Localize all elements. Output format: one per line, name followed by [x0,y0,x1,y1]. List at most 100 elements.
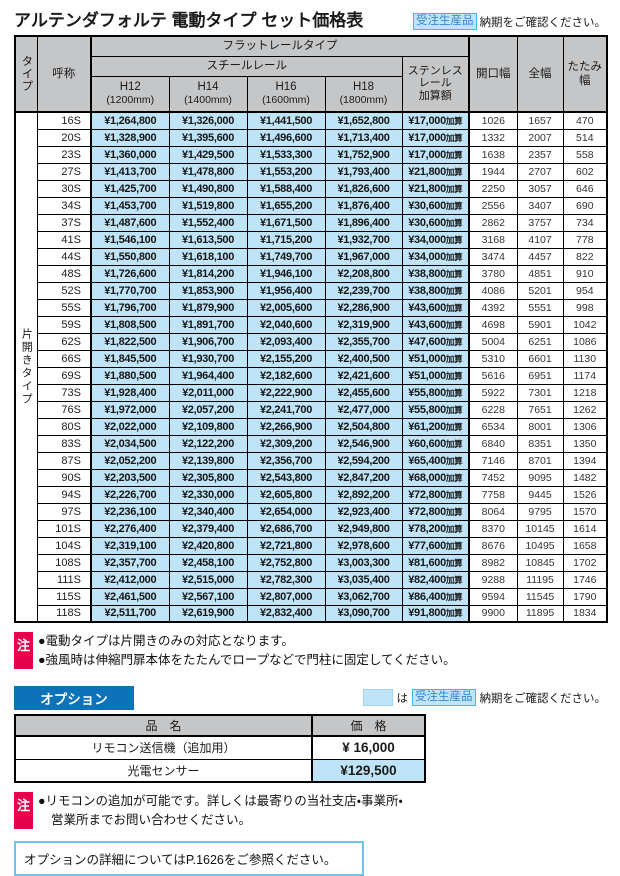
price-value-h12: ¥1,972,000 [90,400,170,419]
col-header-h16: H16 (1600mm) [246,75,326,113]
price-row: 108S ¥2,357,700 ¥2,458,100 ¥2,752,800 ¥3,003… [15,553,608,572]
total-width-value: 7301 [516,383,564,402]
total-width-value: 2007 [516,128,564,147]
price-value-h16: ¥1,655,200 [246,196,326,215]
price-value-h18: ¥2,892,200 [324,485,403,504]
price-row: 69S ¥1,880,500 ¥1,964,400 ¥2,182,600 ¥2,421,… [15,366,608,385]
price-value-h12: ¥2,412,000 [90,570,170,589]
price-value-h16: ¥2,605,800 [246,485,326,504]
price-value-h16: ¥2,721,800 [246,536,326,555]
size-name: 108S [36,553,92,572]
price-value-h14: ¥2,340,400 [168,502,248,521]
opening-width-value: 8676 [468,536,518,555]
price-value-h16: ¥2,241,700 [246,400,326,419]
kasan-suffix: 加算 [445,217,463,228]
folded-width-value: 1482 [562,468,608,487]
opening-width-value: 4392 [468,298,518,317]
opening-width-value: 1638 [468,145,518,164]
kasan-suffix: 加算 [445,132,463,143]
price-value-h16: ¥2,356,700 [246,451,326,470]
folded-width-value: 1306 [562,417,608,436]
folded-width-value: 1218 [562,383,608,402]
total-width-value: 3057 [516,179,564,198]
price-value-h12: ¥2,022,000 [90,417,170,436]
stainless-addition-value: ¥17,000加算 [401,111,471,130]
folded-width-value: 1702 [562,553,608,572]
price-row: 34S ¥1,453,700 ¥1,519,800 ¥1,655,200 ¥1,876,… [15,196,608,215]
price-value-h16: ¥1,956,400 [246,281,326,300]
price-row: 118S ¥2,511,700 ¥2,619,900 ¥2,832,400 ¥3,090… [15,604,608,623]
opening-width-value: 5310 [468,349,518,368]
price-row: 90S ¥2,203,500 ¥2,305,800 ¥2,543,800 ¥2,847,… [15,468,608,487]
opening-width-value: 6534 [468,417,518,436]
price-value-h16: ¥1,496,600 [246,128,326,147]
folded-width-value: 1042 [562,315,608,334]
folded-width-value: 998 [562,298,608,317]
price-row: 30S ¥1,425,700 ¥1,490,800 ¥1,588,400 ¥1,826,… [15,179,608,198]
option-detail-reference-box: オプションの詳細についてはP.1626をご参照ください。 [14,841,364,876]
price-value-h18: ¥2,949,800 [324,519,403,538]
price-value-h18: ¥2,421,600 [324,366,403,385]
size-name: 115S [36,587,92,606]
price-value-h18: ¥1,713,400 [324,128,403,147]
price-value-h12: ¥2,226,700 [90,485,170,504]
kasan-suffix: 加算 [445,115,463,126]
price-row: 104S ¥2,319,100 ¥2,420,800 ¥2,721,800 ¥2,978… [15,536,608,555]
price-value-h16: ¥1,553,200 [246,162,326,181]
folded-width-value: 778 [562,230,608,249]
opening-width-value: 9594 [468,587,518,606]
opening-width-value: 3168 [468,230,518,249]
opening-width-value: 9900 [468,604,518,623]
opening-width-value: 1944 [468,162,518,181]
stainless-addition-value: ¥77,600加算 [401,536,471,555]
price-value-h16: ¥1,533,300 [246,145,326,164]
price-row: 94S ¥2,226,700 ¥2,330,000 ¥2,605,800 ¥2,892,… [15,485,608,504]
kasan-suffix: 加算 [445,506,463,517]
note-line: 営業所までお問い合わせください。 [51,813,252,827]
col-header-type: タイプ [14,35,38,113]
folded-width-value: 646 [562,179,608,198]
total-width-value: 8701 [516,451,564,470]
price-value-h16: ¥1,671,500 [246,213,326,232]
note-line: ●電動タイプは片開きのみの対応となります。 [38,634,294,648]
kasan-suffix: 加算 [445,336,463,347]
price-value-h16: ¥2,005,600 [246,298,326,317]
price-row: 52S ¥1,770,700 ¥1,853,900 ¥1,956,400 ¥2,239,… [15,281,608,300]
size-name: 44S [36,247,92,266]
price-value-h12: ¥1,425,700 [90,179,170,198]
delivery-note-text: 納期をご確認ください。 [479,16,607,29]
price-value-h18: ¥2,208,800 [324,264,403,283]
total-width-value: 6601 [516,349,564,368]
folded-width-value: 1174 [562,366,608,385]
stainless-addition-value: ¥38,800加算 [401,264,471,283]
stainless-addition-value: ¥72,800加算 [401,502,471,521]
price-value-h12: ¥1,360,000 [90,145,170,164]
price-value-h12: ¥2,052,200 [90,451,170,470]
size-name: 23S [36,145,92,164]
folded-width-value: 690 [562,196,608,215]
stainless-addition-value: ¥43,600加算 [401,298,471,317]
stainless-addition-value: ¥30,600加算 [401,196,471,215]
folded-width-value: 1262 [562,400,608,419]
total-width-value: 11545 [516,587,564,606]
price-value-h18: ¥1,826,600 [324,179,403,198]
size-name: 97S [36,502,92,521]
price-row: 20S ¥1,328,900 ¥1,395,600 ¥1,496,600 ¥1,713,… [15,128,608,147]
option-price: ¥ 16,000 [311,735,426,760]
price-value-h18: ¥1,967,000 [324,247,403,266]
opening-width-value: 4086 [468,281,518,300]
stainless-addition-value: ¥61,200加算 [401,417,471,436]
price-value-h14: ¥2,567,100 [168,587,248,606]
kasan-suffix: 加算 [445,557,463,568]
kasan-suffix: 加算 [445,421,463,432]
folded-width-value: 1350 [562,434,608,453]
stainless-addition-value: ¥65,400加算 [401,451,471,470]
stainless-addition-value: ¥21,800加算 [401,162,471,181]
kasan-suffix: 加算 [445,574,463,585]
total-width-value: 8351 [516,434,564,453]
price-value-h18: ¥2,319,900 [324,315,403,334]
price-row: 37S ¥1,487,600 ¥1,552,400 ¥1,671,500 ¥1,896,… [15,213,608,232]
kasan-suffix: 加算 [445,166,463,177]
price-row: 55S ¥1,796,700 ¥1,879,900 ¥2,005,600 ¥2,286,… [15,298,608,317]
